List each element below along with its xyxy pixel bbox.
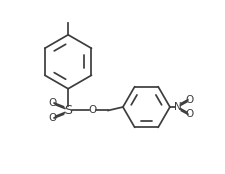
Text: N: N <box>174 102 182 112</box>
Text: O: O <box>48 98 57 108</box>
Text: O: O <box>48 113 57 123</box>
Text: O: O <box>88 105 97 116</box>
Text: O: O <box>186 95 194 105</box>
Text: O: O <box>186 109 194 119</box>
Text: S: S <box>64 104 72 117</box>
